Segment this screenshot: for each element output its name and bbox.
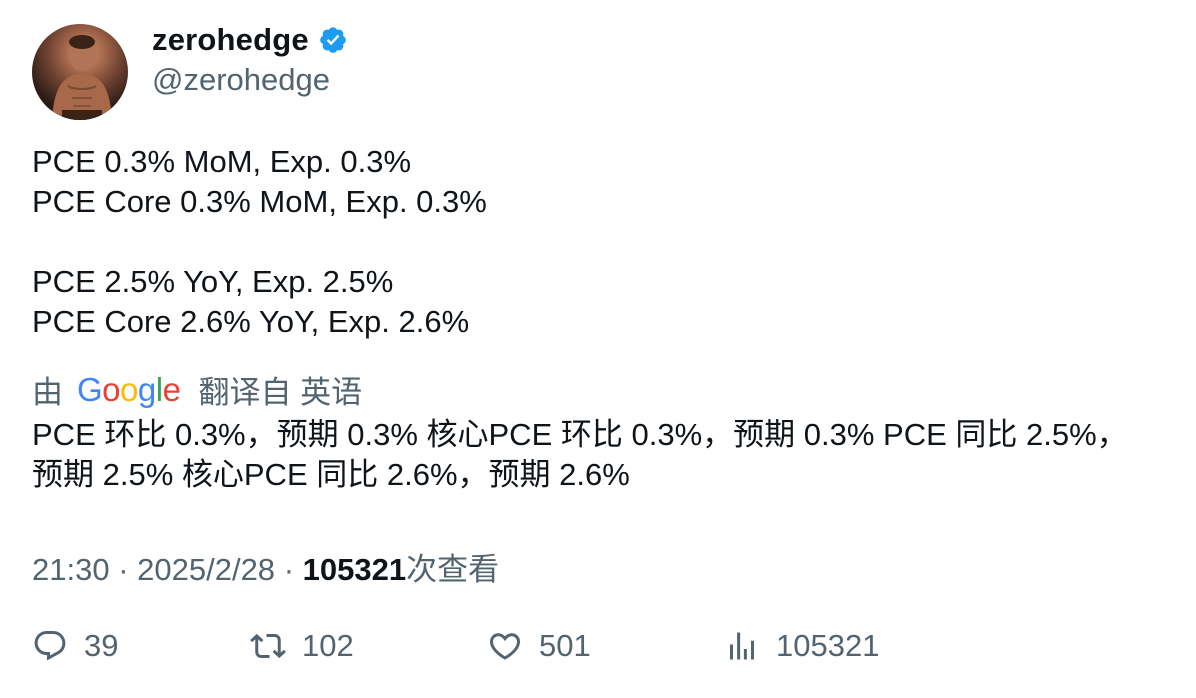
like-count: 501 xyxy=(539,628,591,663)
translated-line: PCE 环比 0.3%，预期 0.3% 核心PCE 环比 0.3%，预期 0.3… xyxy=(32,417,1128,452)
repost-icon xyxy=(250,633,286,659)
tweet-meta: 21:30 · 2025/2/28 · 105321次查看 xyxy=(32,544,499,589)
tweet-text: PCE 0.3% MoM, Exp. 0.3% PCE Core 0.3% Mo… xyxy=(32,142,487,342)
action-bar: 39 102 501 105321 xyxy=(32,628,1172,676)
tweet-line: PCE Core 2.6% YoY, Exp. 2.6% xyxy=(32,304,470,339)
author-name-row[interactable]: zerohedge xyxy=(152,22,348,58)
view-count-label: 次查看 xyxy=(406,552,500,587)
translated-by[interactable]: 由 Google 翻译自 英语 xyxy=(32,367,362,412)
repost-count: 102 xyxy=(302,628,354,663)
views-button[interactable]: 105321 xyxy=(724,628,879,664)
tweet-date[interactable]: 2025/2/28 xyxy=(137,552,276,587)
tweet-line: PCE 0.3% MoM, Exp. 0.3% xyxy=(32,144,412,179)
author-handle[interactable]: @zerohedge xyxy=(152,62,330,97)
repost-button[interactable]: 102 xyxy=(250,628,354,664)
translated-by-prefix: 由 xyxy=(32,375,63,410)
reply-icon xyxy=(34,631,66,661)
like-icon xyxy=(489,633,521,660)
reply-button[interactable]: 39 xyxy=(32,628,118,664)
avatar-image xyxy=(52,35,112,120)
like-button[interactable]: 501 xyxy=(487,628,591,664)
reply-count: 39 xyxy=(84,628,119,663)
view-count: 105321 xyxy=(302,552,407,587)
tweet-line: PCE 2.5% YoY, Exp. 2.5% xyxy=(32,264,394,299)
google-logo: Google xyxy=(77,370,181,408)
meta-separator: · xyxy=(283,552,303,587)
verified-badge-icon xyxy=(320,27,346,53)
tweet-line: PCE Core 0.3% MoM, Exp. 0.3% xyxy=(32,184,487,219)
meta-separator: · xyxy=(118,552,138,587)
views-count: 105321 xyxy=(776,628,880,663)
translated-by-suffix: 翻译自 英语 xyxy=(198,375,363,410)
translated-text: PCE 环比 0.3%，预期 0.3% 核心PCE 环比 0.3%，预期 0.3… xyxy=(32,415,1172,495)
views-icon xyxy=(730,632,754,660)
avatar[interactable] xyxy=(32,24,128,120)
translated-line: 预期 2.5% 核心PCE 同比 2.6%，预期 2.6% xyxy=(32,457,630,492)
author-name[interactable]: zerohedge xyxy=(152,22,309,57)
tweet-time[interactable]: 21:30 xyxy=(32,552,110,587)
